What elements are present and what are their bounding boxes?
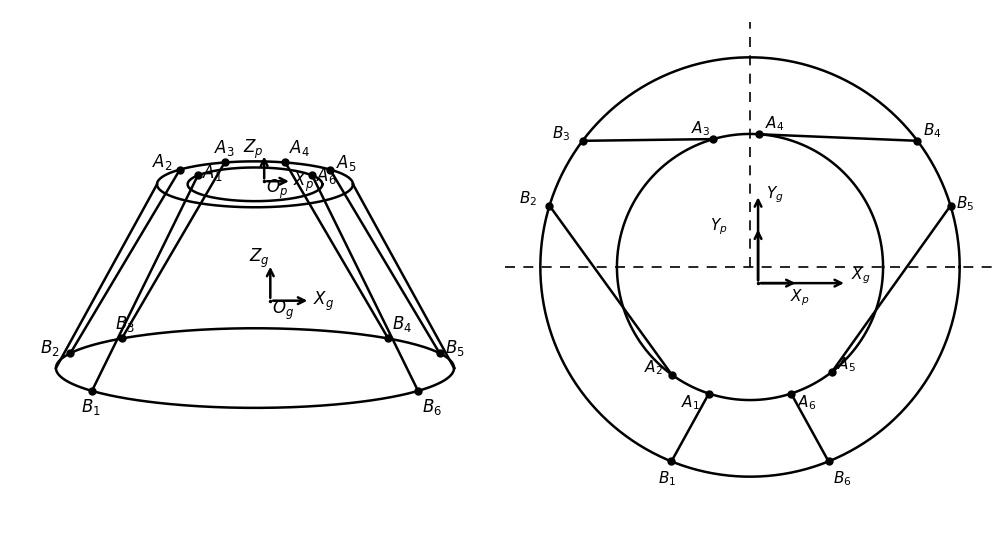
Text: $Y_p$: $Y_p$ [710, 217, 727, 238]
Text: $B_4$: $B_4$ [392, 314, 412, 334]
Text: $A_4$: $A_4$ [765, 115, 784, 134]
Text: $A_5$: $A_5$ [837, 355, 856, 374]
Text: $B_3$: $B_3$ [115, 314, 135, 334]
Text: $B_6$: $B_6$ [422, 397, 442, 417]
Text: $A_3$: $A_3$ [691, 120, 710, 138]
Text: $A_2$: $A_2$ [644, 358, 663, 376]
Text: $A_1$: $A_1$ [202, 163, 223, 183]
Text: $X_g$: $X_g$ [851, 265, 870, 286]
Text: $B_1$: $B_1$ [658, 469, 676, 488]
Text: $B_1$: $B_1$ [81, 397, 101, 417]
Text: $A_4$: $A_4$ [289, 138, 310, 158]
Text: $A_6$: $A_6$ [797, 394, 816, 412]
Text: $B_5$: $B_5$ [956, 194, 974, 213]
Text: $X_p$: $X_p$ [790, 287, 810, 308]
Text: $B_5$: $B_5$ [445, 338, 465, 358]
Text: $Z_g$: $Z_g$ [249, 247, 270, 270]
Text: $B_6$: $B_6$ [833, 469, 851, 488]
Text: $A_3$: $A_3$ [214, 138, 234, 158]
Text: $O_g$: $O_g$ [272, 299, 294, 323]
Text: $Z_p$: $Z_p$ [243, 138, 263, 161]
Text: $X_p$: $X_p$ [293, 171, 314, 194]
Text: $A_5$: $A_5$ [336, 153, 356, 173]
Text: $O_p$: $O_p$ [266, 178, 288, 201]
Text: $X_g$: $X_g$ [313, 290, 334, 313]
Text: $B_3$: $B_3$ [552, 124, 570, 143]
Text: $A_6$: $A_6$ [316, 166, 337, 186]
Text: $A_2$: $A_2$ [152, 152, 173, 172]
Text: $A_1$: $A_1$ [681, 394, 700, 412]
Text: $B_4$: $B_4$ [923, 121, 942, 140]
Text: $B_2$: $B_2$ [519, 189, 537, 208]
Text: $B_2$: $B_2$ [40, 338, 60, 358]
Text: $Y_g$: $Y_g$ [766, 185, 784, 205]
